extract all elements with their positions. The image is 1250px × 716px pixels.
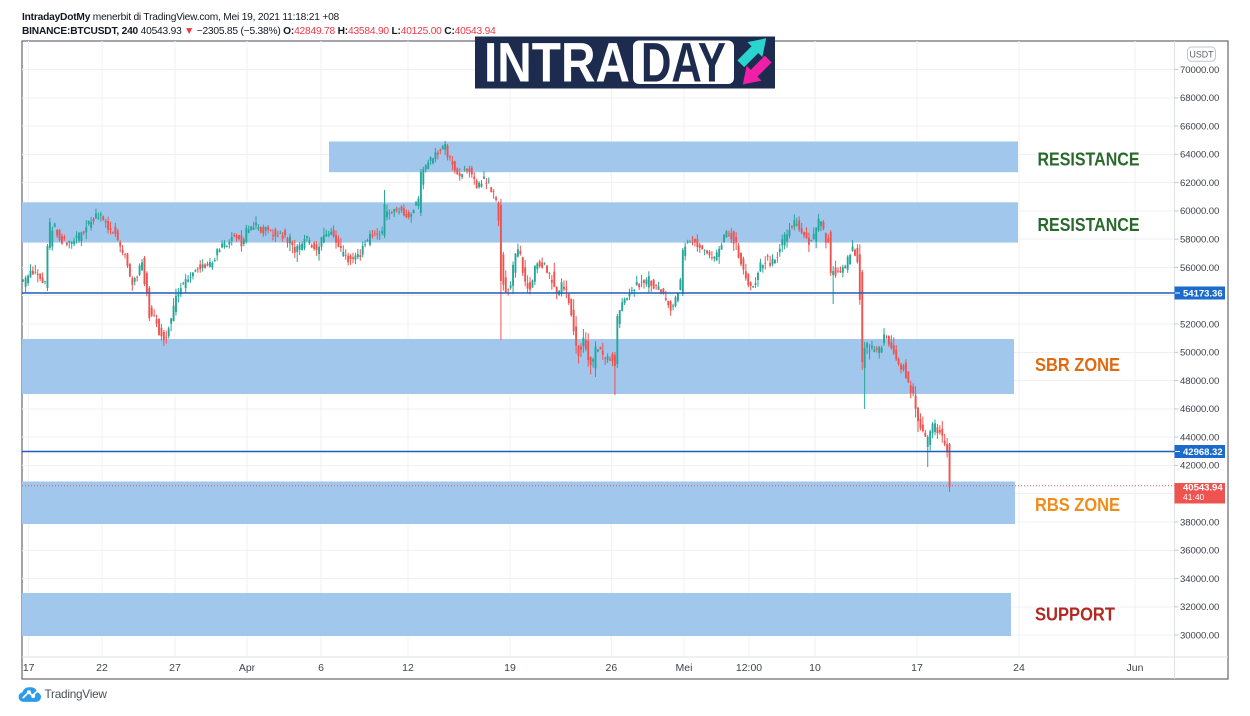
svg-text:Jun: Jun xyxy=(1127,662,1144,674)
svg-text:41:40: 41:40 xyxy=(1183,492,1205,502)
svg-text:32000.00: 32000.00 xyxy=(1180,602,1219,613)
svg-text:Mei: Mei xyxy=(676,662,693,674)
svg-text:12: 12 xyxy=(402,662,414,674)
svg-text:10: 10 xyxy=(809,662,821,674)
svg-text:44000.00: 44000.00 xyxy=(1180,432,1219,443)
svg-text:TradingView: TradingView xyxy=(45,687,108,701)
svg-text:DAY: DAY xyxy=(641,31,726,94)
svg-text:60000.00: 60000.00 xyxy=(1180,206,1219,217)
svg-text:34000.00: 34000.00 xyxy=(1180,574,1219,585)
svg-text:36000.00: 36000.00 xyxy=(1180,546,1219,557)
svg-text:66000.00: 66000.00 xyxy=(1180,121,1219,132)
svg-text:30000.00: 30000.00 xyxy=(1180,630,1219,641)
svg-text:INTRA: INTRA xyxy=(484,31,630,94)
svg-text:22: 22 xyxy=(96,662,108,674)
svg-text:RESISTANCE: RESISTANCE xyxy=(1038,215,1140,235)
svg-text:RBS ZONE: RBS ZONE xyxy=(1035,495,1120,515)
svg-text:62000.00: 62000.00 xyxy=(1180,178,1219,189)
svg-text:64000.00: 64000.00 xyxy=(1180,150,1219,161)
svg-text:50000.00: 50000.00 xyxy=(1180,348,1219,359)
svg-text:48000.00: 48000.00 xyxy=(1180,376,1219,387)
svg-text:40543.94: 40543.94 xyxy=(1183,483,1223,494)
svg-text:42000.00: 42000.00 xyxy=(1180,461,1219,472)
svg-text:12:00: 12:00 xyxy=(736,662,762,674)
svg-text:38000.00: 38000.00 xyxy=(1180,517,1219,528)
svg-text:19: 19 xyxy=(504,662,516,674)
svg-text:70000.00: 70000.00 xyxy=(1180,65,1219,76)
svg-text:17: 17 xyxy=(911,662,923,674)
svg-text:SUPPORT: SUPPORT xyxy=(1035,604,1115,624)
svg-text:42968.32: 42968.32 xyxy=(1183,447,1223,458)
svg-text:68000.00: 68000.00 xyxy=(1180,93,1219,104)
svg-text:52000.00: 52000.00 xyxy=(1180,319,1219,330)
svg-text:54173.36: 54173.36 xyxy=(1183,289,1223,300)
svg-text:Apr: Apr xyxy=(239,662,256,674)
svg-text:56000.00: 56000.00 xyxy=(1180,263,1219,274)
svg-text:RESISTANCE: RESISTANCE xyxy=(1038,150,1140,170)
svg-text:6: 6 xyxy=(318,662,324,674)
svg-text:USDT: USDT xyxy=(1190,50,1215,60)
svg-text:24: 24 xyxy=(1013,662,1025,674)
svg-text:46000.00: 46000.00 xyxy=(1180,404,1219,415)
svg-text:SBR ZONE: SBR ZONE xyxy=(1035,355,1120,375)
svg-text:26: 26 xyxy=(606,662,618,674)
svg-text:27: 27 xyxy=(169,662,181,674)
svg-text:17: 17 xyxy=(23,662,35,674)
svg-text:58000.00: 58000.00 xyxy=(1180,235,1219,246)
